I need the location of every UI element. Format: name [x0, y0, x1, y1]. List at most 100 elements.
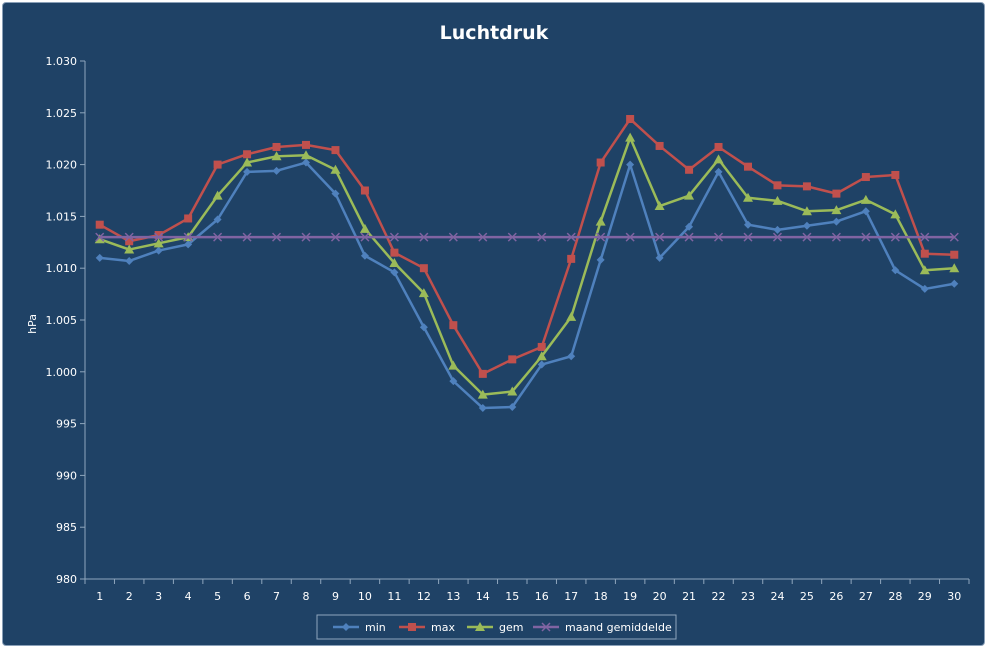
- data-point-min: [331, 189, 340, 198]
- data-point-maand-gemiddelde: [272, 232, 282, 242]
- data-point-min: [360, 251, 369, 260]
- x-tick-label: 27: [859, 590, 873, 603]
- data-point-maand-gemiddelde: [566, 232, 576, 242]
- data-point-max: [184, 214, 193, 223]
- data-point-min: [920, 284, 929, 293]
- data-point-gem: [949, 263, 960, 273]
- data-point-min: [243, 167, 252, 176]
- chart-svg: Luchtdruk hPa 9809859909951.0001.0051.01…: [26, 22, 970, 640]
- data-point-max: [331, 146, 340, 155]
- data-point-gem: [860, 194, 871, 204]
- data-point-max: [802, 182, 811, 191]
- data-point-gem: [330, 164, 341, 174]
- data-point-gem: [153, 238, 164, 248]
- x-tick-label: 30: [947, 590, 961, 603]
- data-point-max: [272, 142, 281, 151]
- data-point-maand-gemiddelde: [507, 232, 517, 242]
- x-tick-label: 9: [332, 590, 339, 603]
- data-point-maand-gemiddelde: [537, 232, 547, 242]
- legend-label-maand-gemiddelde: maand gemiddelde: [565, 621, 672, 634]
- data-point-gem: [389, 258, 400, 268]
- x-tick-label: 16: [535, 590, 549, 603]
- x-tick-label: 4: [185, 590, 192, 603]
- data-point-min: [802, 221, 811, 230]
- data-point-min: [419, 323, 428, 332]
- data-point-maand-gemiddelde: [772, 232, 782, 242]
- data-point-gem: [625, 132, 636, 142]
- x-tick-label: 19: [623, 590, 637, 603]
- y-tick-label: 1.025: [46, 107, 78, 120]
- data-point-maand-gemiddelde: [95, 232, 105, 242]
- data-point-gem: [713, 154, 724, 164]
- x-tick-label: 12: [417, 590, 431, 603]
- data-point-gem: [124, 244, 135, 254]
- plot-area: 9809859909951.0001.0051.0101.0151.0201.0…: [46, 55, 970, 603]
- y-tick-label: 1.030: [46, 55, 78, 68]
- data-point-max: [655, 141, 664, 150]
- x-tick-label: 10: [358, 590, 372, 603]
- data-point-maand-gemiddelde: [213, 232, 223, 242]
- chart-title: Luchtdruk: [440, 22, 549, 44]
- data-point-max: [213, 160, 222, 169]
- x-tick-label: 25: [800, 590, 814, 603]
- legend-label-gem: gem: [499, 621, 523, 634]
- x-tick-label: 26: [829, 590, 843, 603]
- data-point-min: [685, 222, 694, 231]
- x-tick-label: 28: [888, 590, 902, 603]
- data-point-min: [655, 253, 664, 262]
- x-tick-label: 7: [273, 590, 280, 603]
- data-point-max: [125, 237, 134, 246]
- data-point-min: [272, 166, 281, 175]
- data-point-max: [449, 321, 458, 330]
- data-point-gem: [301, 150, 311, 160]
- y-tick-label: 1.005: [46, 314, 78, 327]
- y-tick-label: 1.020: [46, 159, 78, 172]
- data-point-max: [419, 264, 428, 273]
- legend: min max gem maand gemiddelde: [316, 614, 677, 640]
- data-point-max: [950, 250, 959, 259]
- data-point-min: [537, 360, 546, 369]
- data-point-maand-gemiddelde: [949, 232, 959, 242]
- data-point-maand-gemiddelde: [743, 232, 753, 242]
- data-point-gem: [743, 192, 753, 202]
- data-point-maand-gemiddelde: [890, 232, 900, 242]
- data-point-gem: [448, 360, 459, 370]
- data-point-max: [95, 220, 104, 229]
- data-point-min: [744, 220, 752, 229]
- x-tick-label: 14: [476, 590, 490, 603]
- series-line-min: [99, 161, 955, 410]
- x-tick-label: 1: [96, 590, 103, 603]
- data-point-max: [596, 158, 605, 167]
- data-point-max: [773, 181, 782, 190]
- data-point-max: [685, 165, 694, 174]
- legend-label-min: min: [365, 621, 386, 634]
- data-point-max: [537, 342, 546, 351]
- data-point-maand-gemiddelde: [596, 232, 606, 242]
- data-point-gem: [359, 223, 370, 233]
- data-point-min: [390, 268, 399, 277]
- data-point-gem: [919, 265, 930, 275]
- data-point-min: [184, 240, 193, 249]
- x-tick-label: 21: [682, 590, 696, 603]
- data-point-max: [508, 355, 517, 364]
- data-point-gem: [772, 195, 783, 205]
- y-tick-label: 990: [56, 469, 77, 482]
- x-tick-label: 22: [712, 590, 726, 603]
- data-point-min: [832, 217, 841, 226]
- data-point-gem: [654, 201, 665, 211]
- x-tick-label: 6: [244, 590, 251, 603]
- data-point-max: [891, 170, 900, 179]
- data-point-min: [95, 253, 104, 262]
- data-point-min: [302, 158, 310, 167]
- data-point-min: [714, 167, 723, 176]
- data-point-min: [213, 215, 222, 224]
- data-point-min: [125, 256, 134, 265]
- legend-label-max: max: [431, 621, 455, 634]
- data-point-max: [920, 249, 929, 258]
- data-point-gem: [271, 151, 282, 161]
- data-point-min: [626, 160, 635, 169]
- data-point-gem: [831, 205, 842, 215]
- data-point-min: [950, 279, 959, 288]
- x-tick-label: 29: [918, 590, 932, 603]
